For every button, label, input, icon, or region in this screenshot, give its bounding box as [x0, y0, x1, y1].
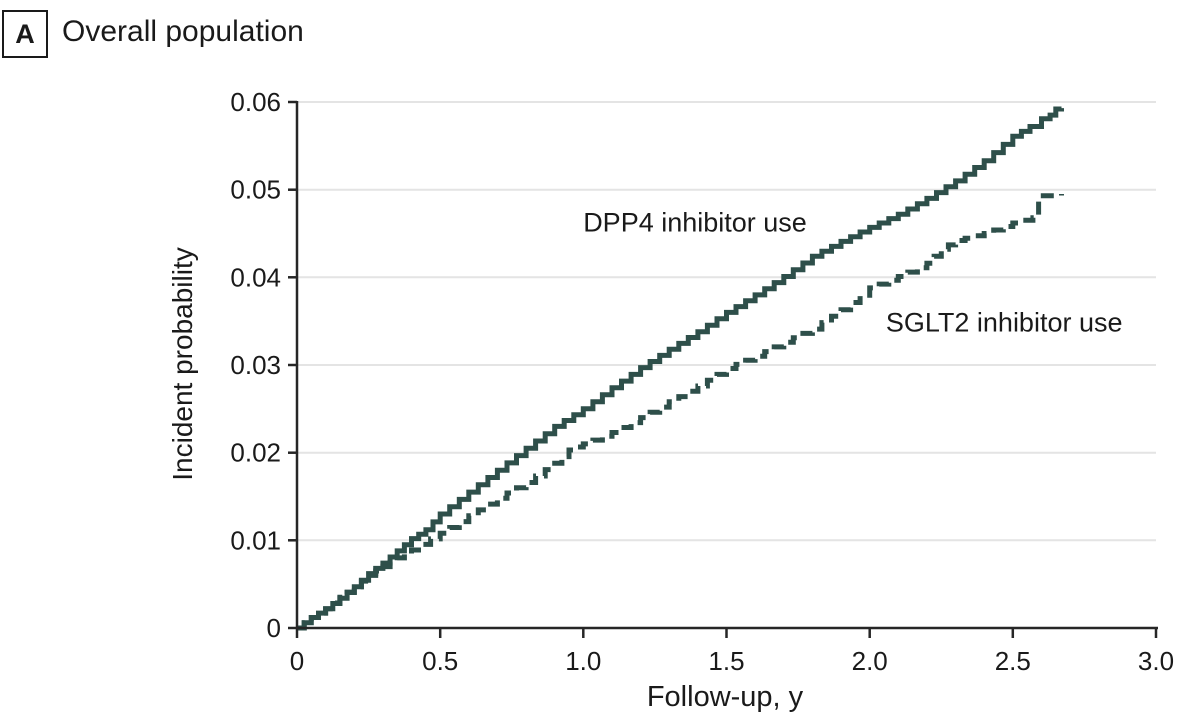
y-tick-label: 0.01: [230, 525, 281, 555]
series-curves: [297, 106, 1064, 631]
y-tick-label: 0.06: [230, 87, 281, 117]
y-tick-label: 0.03: [230, 350, 281, 380]
x-tick-label: 2.0: [852, 646, 888, 676]
x-tick-label: 3.0: [1138, 646, 1174, 676]
panel-letter-box: A: [2, 10, 48, 58]
panel-letter: A: [15, 18, 35, 49]
panel-title: Overall population: [62, 15, 304, 48]
y-tick-label: 0.02: [230, 438, 281, 468]
x-axis-title: Follow-up, y: [646, 681, 804, 713]
x-tick-label: 0.5: [422, 646, 458, 676]
x-tick-label: 1.5: [708, 646, 744, 676]
x-tick-label: 1.0: [565, 646, 601, 676]
y-tick-label: 0.04: [230, 262, 281, 292]
series-curve-solid: [297, 106, 1064, 631]
y-tick-label: 0: [267, 613, 281, 643]
series-label: DPP4 inhibitor use: [583, 208, 807, 238]
gridlines: [297, 101, 1156, 542]
y-tick-label: 0.05: [230, 175, 281, 205]
x-tick-label: 0: [290, 646, 304, 676]
series-label: SGLT2 inhibitor use: [886, 308, 1123, 338]
x-tick-label: 2.5: [995, 646, 1031, 676]
series-curve-dashed: [297, 193, 1064, 631]
